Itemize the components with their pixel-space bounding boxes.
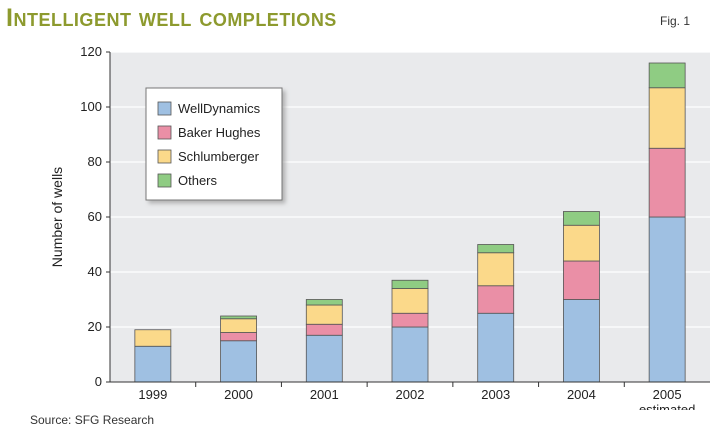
bar-segment [563,299,600,383]
bar-segment [648,147,686,218]
bar-segment [220,315,257,320]
legend-entry: WellDynamics [178,101,261,116]
legend-entry: Others [178,173,218,188]
bar-segment [563,211,600,226]
legend-swatch [157,173,172,188]
figure-label: Fig. 1 [659,14,690,28]
y-tick-label: 100 [80,99,102,114]
bar-segment [477,312,515,383]
x-tick-label: 2000 [224,387,253,402]
bars-group [134,62,686,383]
bar-segment [563,224,600,262]
x-tick-label: 2001 [310,387,339,402]
legend-swatch [157,125,172,140]
bar-segment [134,329,172,347]
y-tick-label: 120 [80,44,102,59]
bar-segment [305,299,343,306]
bar-segment [391,279,429,289]
bar-segment [391,312,429,328]
bar-segment [391,288,429,314]
source-note: Source: SFG Research [30,413,155,427]
chart-title: Intelligent well completions [6,4,337,32]
bar-segment [305,323,343,336]
legend-entry: Baker Hughes [178,125,261,140]
y-tick-label: 20 [88,319,102,334]
x-tick-label: 2002 [396,387,425,402]
y-tick-label: 80 [88,154,102,169]
y-tick-label: 40 [88,264,102,279]
x-tick-label: 2004 [567,387,596,402]
bar-segment [477,244,515,254]
x-tick-label: 2005 [653,387,682,402]
bar-segment [305,334,343,383]
bar-segment [220,340,257,383]
bar-segment [220,332,257,342]
gridlines [110,51,710,328]
bar-segment [648,87,686,149]
legend-entry: Schlumberger [178,149,260,164]
x-tick-sublabel: estimated [639,402,695,410]
bar-segment [305,304,343,325]
bar-segment [391,326,429,383]
legend-swatch [157,149,172,164]
axes: 0 20 40 60 80 100 120 1999 2000 2001 2002 2003 2004 2… [80,44,710,410]
y-axis-label: Number of wells [49,167,65,267]
bar-segment [134,345,172,383]
bar-segment [563,260,600,300]
y-tick-label: 60 [88,209,102,224]
y-tick-label: 0 [95,374,102,389]
legend-swatch [157,101,172,116]
bar-segment [477,252,515,287]
bar-segment [477,285,515,314]
bar-segment [648,62,686,89]
bar-segment [220,318,257,333]
bar-segment [648,216,686,383]
stacked-bar-chart: 0 20 40 60 80 100 120 1999 2000 2001 2002 2003 2004 2… [49,44,710,410]
x-tick-label: 1999 [138,387,167,402]
x-tick-label: 2003 [481,387,510,402]
legend: WellDynamics Baker Hughes Schlumberger Othe… [145,87,283,201]
